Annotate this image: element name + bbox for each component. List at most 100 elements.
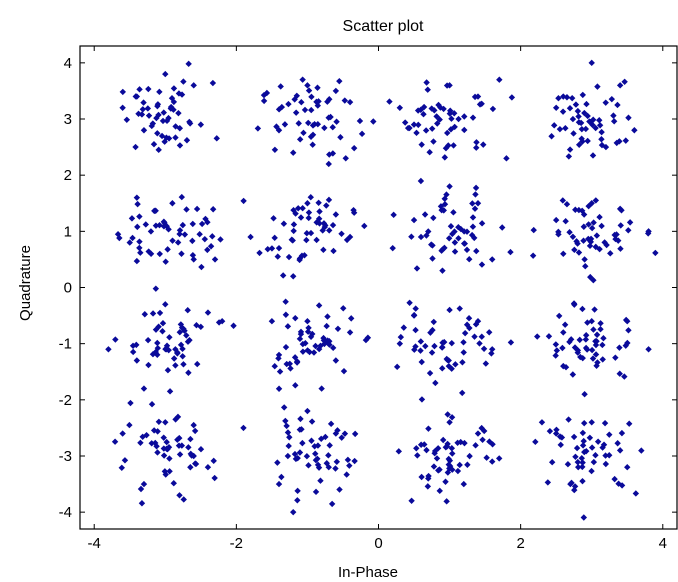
scatter-point bbox=[431, 447, 439, 455]
scatter-point bbox=[292, 210, 299, 217]
scatter-point bbox=[184, 307, 191, 314]
scatter-point bbox=[307, 333, 315, 340]
scatter-point bbox=[425, 475, 432, 482]
scatter-point bbox=[184, 338, 192, 345]
scatter-point bbox=[284, 429, 292, 436]
scatter-point bbox=[579, 429, 587, 437]
scatter-point bbox=[466, 452, 473, 460]
scatter-point bbox=[386, 98, 393, 105]
scatter-point bbox=[624, 339, 631, 347]
scatter-point bbox=[175, 90, 183, 97]
scatter-point bbox=[471, 333, 478, 340]
scatter-point bbox=[621, 78, 628, 85]
scatter-point bbox=[588, 224, 596, 232]
scatter-point bbox=[579, 91, 586, 99]
scatter-point bbox=[579, 477, 586, 485]
scatter-point bbox=[579, 305, 586, 313]
scatter-point bbox=[152, 285, 160, 292]
scatter-point bbox=[417, 177, 425, 185]
scatter-point bbox=[192, 460, 200, 468]
scatter-point bbox=[571, 246, 578, 254]
scatter-point bbox=[164, 246, 171, 253]
scatter-point bbox=[579, 463, 586, 471]
scatter-point bbox=[602, 99, 609, 106]
scatter-point bbox=[587, 238, 595, 246]
scatter-point bbox=[332, 211, 340, 218]
scatter-point bbox=[141, 311, 149, 318]
scatter-point bbox=[330, 247, 337, 255]
scatter-point bbox=[614, 101, 621, 109]
scatter-point bbox=[438, 247, 445, 254]
scatter-point bbox=[617, 245, 624, 252]
scatter-point bbox=[448, 115, 455, 122]
scatter-point bbox=[338, 230, 345, 237]
scatter-point bbox=[323, 322, 330, 330]
scatter-point bbox=[567, 336, 575, 343]
scatter-point bbox=[201, 235, 209, 243]
scatter-point bbox=[570, 433, 578, 441]
scatter-point bbox=[321, 223, 328, 231]
scatter-point bbox=[441, 338, 448, 346]
scatter-point bbox=[178, 193, 185, 201]
scatter-point bbox=[133, 357, 141, 364]
scatter-point bbox=[145, 112, 153, 119]
scatter-point bbox=[276, 368, 284, 375]
scatter-point bbox=[160, 109, 167, 116]
scatter-point bbox=[428, 241, 435, 248]
scatter-point bbox=[474, 430, 482, 437]
scatter-point bbox=[587, 235, 595, 243]
scatter-point bbox=[489, 441, 496, 448]
scatter-point bbox=[599, 356, 606, 363]
scatter-point bbox=[183, 137, 191, 144]
scatter-point bbox=[593, 331, 601, 338]
scatter-point bbox=[170, 85, 178, 92]
scatter-point bbox=[170, 480, 177, 487]
scatter-point bbox=[189, 251, 197, 259]
y-tick-label: 0 bbox=[64, 280, 72, 297]
scatter-point bbox=[451, 239, 459, 246]
scatter-point bbox=[202, 215, 209, 223]
scatter-point bbox=[473, 247, 480, 255]
scatter-point bbox=[254, 125, 262, 132]
scatter-point bbox=[460, 480, 467, 488]
scatter-point bbox=[256, 249, 263, 257]
scatter-point bbox=[175, 109, 182, 117]
scatter-point bbox=[552, 341, 560, 348]
scatter-point bbox=[198, 220, 206, 228]
x-tick-label: 0 bbox=[374, 535, 382, 552]
scatter-point bbox=[327, 113, 334, 121]
scatter-point bbox=[289, 237, 296, 244]
scatter-point bbox=[559, 197, 567, 204]
scatter-point bbox=[450, 209, 457, 216]
scatter-point bbox=[423, 79, 430, 86]
scatter-point bbox=[162, 301, 169, 308]
scatter-point bbox=[575, 119, 583, 126]
scatter-point bbox=[483, 454, 490, 461]
scatter-point bbox=[138, 500, 146, 507]
y-tick-label: -3 bbox=[59, 448, 72, 465]
scatter-point bbox=[274, 253, 281, 260]
scatter-point bbox=[596, 122, 604, 129]
scatter-point bbox=[190, 82, 197, 89]
scatter-point bbox=[291, 450, 299, 458]
scatter-point bbox=[152, 326, 160, 333]
scatter-point bbox=[140, 480, 148, 488]
scatter-point bbox=[144, 336, 152, 344]
scatter-point bbox=[616, 370, 623, 377]
scatter-point bbox=[439, 436, 447, 444]
scatter-point bbox=[598, 128, 605, 136]
scatter-point bbox=[168, 95, 176, 102]
scatter-point bbox=[412, 305, 419, 312]
scatter-point bbox=[315, 199, 322, 206]
scatter-point bbox=[285, 100, 292, 108]
scatter-point bbox=[160, 445, 168, 452]
scatter-point bbox=[585, 221, 592, 228]
scatter-point bbox=[176, 227, 184, 234]
scatter-point bbox=[610, 118, 618, 125]
scatter-point bbox=[615, 480, 622, 487]
scatter-point bbox=[569, 371, 577, 378]
scatter-point bbox=[598, 222, 605, 230]
scatter-point bbox=[196, 230, 203, 238]
scatter-point bbox=[600, 335, 607, 342]
scatter-point bbox=[553, 426, 560, 433]
